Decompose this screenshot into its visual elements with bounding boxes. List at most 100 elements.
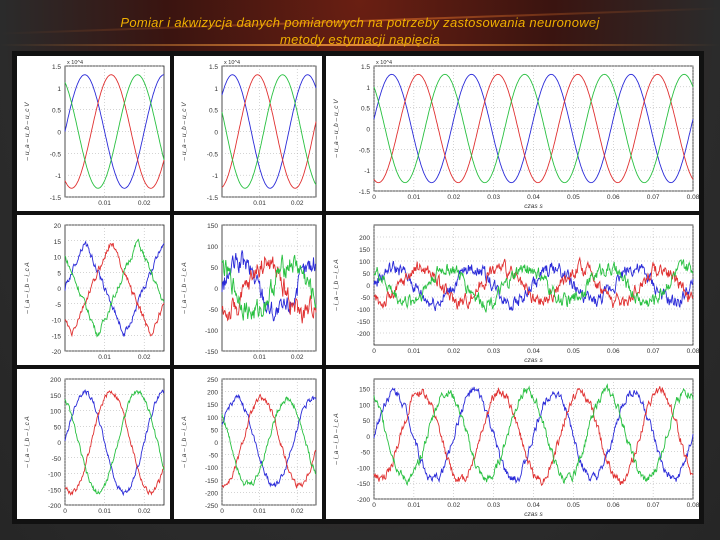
y-tick-label: -1.5	[207, 195, 219, 202]
y-axis-label: – i_a – i_b – i_c A	[24, 416, 31, 468]
y-tick-label: -50	[52, 456, 62, 463]
x-tick-label: 0.06	[607, 194, 620, 201]
series-line-red	[373, 256, 694, 310]
x-tick-label: 0.06	[607, 348, 620, 355]
x-tick-label: 0.02	[447, 194, 460, 201]
y-tick-label: -250	[205, 503, 218, 510]
x-tick-label: 0.01	[408, 502, 421, 509]
series-line-green	[373, 383, 694, 487]
series-line-red	[373, 73, 694, 184]
y-tick-label: 150	[50, 393, 61, 400]
y-axis-label: – i_a – i_b – i_c A	[333, 413, 340, 465]
y-tick-label: -50	[361, 295, 371, 302]
y-tick-label: -150	[48, 487, 61, 494]
x-tick-label: 0	[372, 194, 376, 201]
y-tick-label: 50	[211, 265, 219, 272]
plot-current-6: -200 -150 -100 -50 0 50 100 150 0 0.01 0.02 0.03 0.0…	[326, 369, 699, 519]
y-tick-label: -0.5	[50, 151, 62, 158]
x-tick-label: 0.02	[291, 354, 304, 361]
plot-current-2: -150 -100 -50 0 50 100 150 0.01 0.02 – i_a – i_b …	[174, 215, 322, 365]
x-tick-label: 0	[372, 502, 376, 509]
y-tick-label: 0.5	[361, 106, 370, 113]
y-tick-label: 0	[366, 283, 370, 290]
y-tick-label: -1.5	[359, 189, 371, 196]
figure-frame: -1.5 -1 -0.5 0 0.5 1 1.5 0.01 0.02 – u_a – u_b – …	[12, 51, 704, 524]
series-line-blue	[221, 393, 317, 488]
x-tick-label: 0.02	[138, 508, 151, 515]
series-line-green	[373, 73, 694, 184]
plot-area	[64, 65, 165, 198]
y-tick-label: 150	[207, 402, 218, 409]
series-line-blue	[373, 260, 694, 312]
y-tick-label: 100	[207, 415, 218, 422]
plot-voltage-2: -1.5 -1 -0.5 0 0.5 1 1.5 0.01 0.02 – u_a – u_b – …	[174, 56, 322, 211]
y-tick-label: -50	[361, 450, 371, 457]
y-tick-label: -100	[205, 465, 218, 472]
y-tick-label: 15	[54, 239, 62, 246]
y-tick-label: -1	[212, 173, 218, 180]
y-tick-label: 150	[207, 223, 218, 230]
series-line-green	[64, 238, 165, 338]
y-axis-label: – i_a – i_b – i_c A	[181, 262, 188, 314]
series-line-green	[221, 396, 317, 487]
x-tick-label: 0.05	[567, 194, 580, 201]
y-tick-label: -1	[55, 173, 61, 180]
y-tick-label: 1.5	[361, 64, 370, 71]
x-tick-label: 0.04	[527, 348, 540, 355]
x-tick-label: 0.03	[487, 502, 500, 509]
y-tick-label: 0	[57, 440, 61, 447]
y-tick-label: -100	[357, 465, 370, 472]
y-tick-label: 100	[359, 259, 370, 266]
slide-title: Pomiar i akwizycja danych pomiarowych na…	[40, 14, 680, 48]
plot-current-3: -200 -150 -100 -50 0 50 100 150 200 0 0.01 0.02 0.03…	[326, 215, 699, 365]
x-axis-label: czas s	[524, 203, 543, 210]
series-line-blue	[64, 74, 165, 189]
x-tick-label: 0.06	[607, 502, 620, 509]
x-tick-label: 0.02	[447, 348, 460, 355]
y-axis-label: – i_a – i_b – i_c A	[181, 416, 188, 468]
series-line-red	[222, 393, 317, 490]
y-axis-label: – u_a – u_b – u_c V	[181, 102, 188, 162]
x-tick-label: 0.08	[687, 194, 699, 201]
y-tick-label: -50	[209, 453, 219, 460]
y-tick-label: 0	[57, 130, 61, 137]
series-line-red	[221, 74, 317, 189]
y-tick-label: -200	[205, 490, 218, 497]
y-tick-label: -100	[205, 328, 218, 335]
y-tick-label: -50	[209, 307, 219, 314]
y-tick-label: -10	[52, 318, 62, 325]
y-tick-label: 1	[214, 86, 218, 93]
y-tick-label: -100	[48, 472, 61, 479]
y-tick-label: -200	[48, 503, 61, 510]
y-tick-label: 0	[214, 130, 218, 137]
y-tick-label: -0.5	[207, 151, 219, 158]
y-tick-label: 100	[359, 402, 370, 409]
slide-title-line1: Pomiar i akwizycja danych pomiarowych na…	[120, 15, 600, 30]
series-line-green	[373, 258, 694, 313]
y-tick-label: -1	[364, 168, 370, 175]
x-tick-label: 0.02	[291, 200, 304, 207]
y-tick-label: 200	[359, 235, 370, 242]
y-tick-label: 50	[363, 271, 371, 278]
y-tick-label: 0	[366, 127, 370, 134]
plot-current-4: -200 -150 -100 -50 0 50 100 150 200 0 0.01 0.02 – i_…	[17, 369, 170, 519]
plot-voltage-3: -1.5 -1 -0.5 0 0.5 1 1.5 0 0.01 0.02 0.03 0.04 0.05 0…	[326, 56, 699, 211]
plot-area	[64, 224, 165, 352]
decorative-separator-line	[0, 44, 720, 46]
series-line-blue	[373, 386, 694, 485]
series-line-red	[64, 242, 165, 338]
series-line-blue	[221, 74, 317, 189]
y-tick-label: -150	[205, 478, 218, 485]
series-line-red	[64, 74, 165, 189]
slide-title-line2: metody estymacji napięcia	[280, 32, 440, 47]
x-tick-label: 0.05	[567, 348, 580, 355]
x-tick-label: 0.01	[253, 200, 266, 207]
y-tick-label: 50	[54, 424, 62, 431]
y-tick-label: 100	[50, 409, 61, 416]
x-tick-label: 0.08	[687, 502, 699, 509]
y-tick-label: 50	[363, 418, 371, 425]
y-tick-label: 50	[211, 427, 219, 434]
y-tick-label: 0.5	[52, 108, 61, 115]
y-tick-label: 10	[54, 255, 62, 262]
y-tick-label: 1	[57, 86, 61, 93]
